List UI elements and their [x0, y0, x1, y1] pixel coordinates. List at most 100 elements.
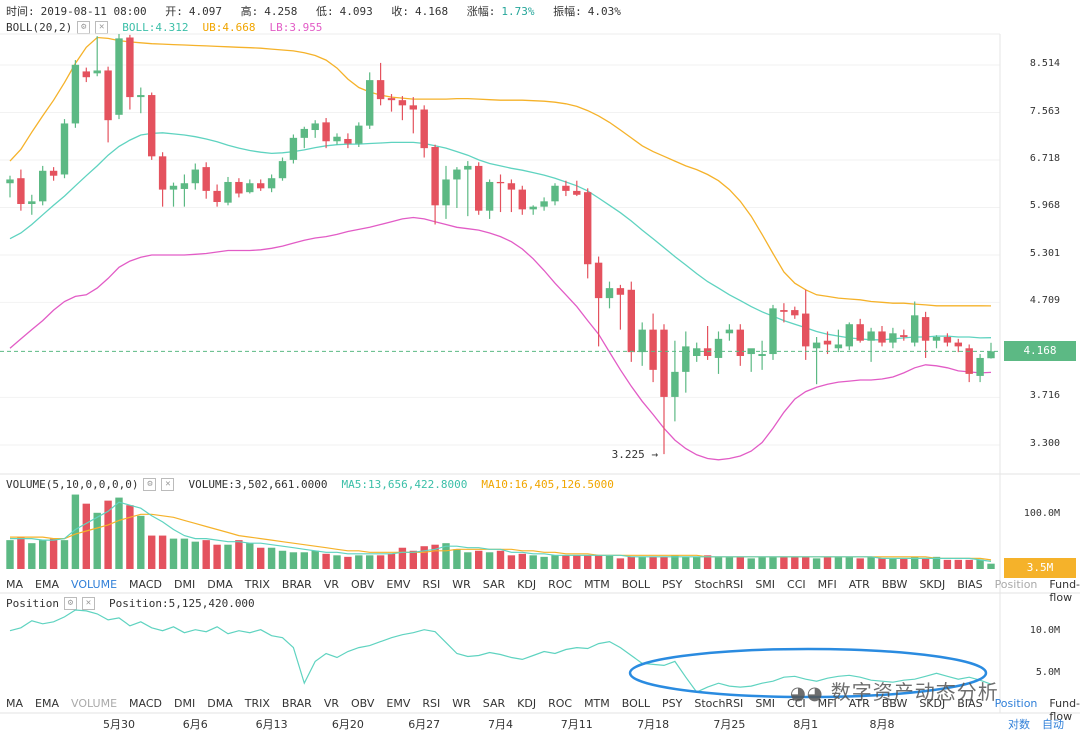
tab-wr[interactable]: WR	[452, 697, 471, 710]
tab-atr[interactable]: ATR	[848, 697, 870, 710]
tab-vr[interactable]: VR	[323, 697, 339, 710]
tab-stochrsi[interactable]: StochRSI	[694, 697, 744, 710]
volume-bar	[333, 555, 341, 569]
candle	[638, 322, 646, 366]
candle-body	[987, 351, 995, 359]
candle-body	[867, 331, 875, 341]
tab-position[interactable]: Position	[994, 578, 1038, 591]
tab-volume[interactable]: VOLUME	[70, 697, 118, 710]
tab-bbw[interactable]: BBW	[881, 578, 908, 591]
tab-brar[interactable]: BRAR	[281, 578, 312, 591]
candle	[71, 60, 80, 128]
volume-bar	[475, 550, 483, 569]
candle-body	[485, 181, 494, 211]
candle	[93, 36, 101, 77]
tab-smi[interactable]: SMI	[755, 578, 776, 591]
candle	[780, 303, 788, 323]
tab-volume[interactable]: VOLUME	[70, 578, 118, 591]
tab-rsi[interactable]: RSI	[422, 697, 441, 710]
candle-body	[191, 169, 199, 184]
tab-emv[interactable]: EMV	[386, 697, 411, 710]
tab-sar[interactable]: SAR	[482, 578, 506, 591]
tab-dmi[interactable]: DMI	[174, 578, 196, 591]
tab-macd[interactable]: MACD	[129, 578, 163, 591]
tab-macd[interactable]: MACD	[129, 697, 163, 710]
tab-smi[interactable]: SMI	[755, 697, 776, 710]
tab-bias[interactable]: BIAS	[957, 697, 983, 710]
tab-ema[interactable]: EMA	[35, 578, 59, 591]
tab-position[interactable]: Position	[994, 697, 1038, 710]
tab-kdj[interactable]: KDJ	[517, 578, 537, 591]
tab-trix[interactable]: TRIX	[244, 578, 270, 591]
tab-skdj[interactable]: SKDJ	[919, 697, 946, 710]
close-icon[interactable]: ✕	[161, 478, 175, 491]
candle	[355, 122, 363, 147]
candle-body	[584, 192, 592, 265]
tab-dmi[interactable]: DMI	[174, 697, 196, 710]
tab-bbw[interactable]: BBW	[881, 697, 908, 710]
tab-dma[interactable]: DMA	[207, 578, 233, 591]
boll-name: BOLL(20,2)	[6, 21, 73, 34]
volume-bar	[736, 556, 744, 569]
candle-body	[573, 190, 581, 195]
tab-cci[interactable]: CCI	[787, 578, 806, 591]
tab-dma[interactable]: DMA	[207, 697, 233, 710]
tab-psy[interactable]: PSY	[662, 578, 683, 591]
price-tick-label: 3.300	[1029, 437, 1060, 449]
candle-body	[954, 342, 962, 347]
auto-scale-button[interactable]: 自动	[1042, 718, 1064, 731]
tab-boll[interactable]: BOLL	[621, 697, 651, 710]
volume-bar	[976, 559, 984, 569]
tab-ema[interactable]: EMA	[35, 697, 59, 710]
tab-atr[interactable]: ATR	[848, 578, 870, 591]
tab-skdj[interactable]: SKDJ	[919, 578, 946, 591]
tab-stochrsi[interactable]: StochRSI	[694, 578, 744, 591]
tab-obv[interactable]: OBV	[351, 697, 375, 710]
volume-bar	[180, 538, 189, 569]
candle-body	[300, 128, 308, 138]
settings-icon[interactable]: ⚙	[63, 597, 77, 610]
tab-mtm[interactable]: MTM	[584, 697, 610, 710]
tab-ma[interactable]: MA	[6, 578, 24, 591]
volume-ma5-line	[10, 501, 992, 562]
volume-bar	[682, 556, 690, 569]
tab-roc[interactable]: ROC	[548, 578, 573, 591]
candle	[485, 179, 494, 219]
close-icon[interactable]: ✕	[81, 597, 95, 610]
tab-vr[interactable]: VR	[323, 578, 339, 591]
settings-icon[interactable]: ⚙	[143, 478, 157, 491]
tab-emv[interactable]: EMV	[386, 578, 411, 591]
x-date-label: 6月20	[331, 718, 364, 731]
tab-trix[interactable]: TRIX	[244, 697, 270, 710]
tab-boll[interactable]: BOLL	[621, 578, 651, 591]
tab-kdj[interactable]: KDJ	[517, 697, 537, 710]
volume-bar	[453, 549, 461, 569]
tab-fund-flow[interactable]: Fund-flow	[1049, 697, 1080, 723]
volume-bar	[82, 503, 90, 569]
position-name: Position	[6, 597, 59, 610]
tab-fund-flow[interactable]: Fund-flow	[1049, 578, 1080, 604]
tab-brar[interactable]: BRAR	[281, 697, 312, 710]
tab-sar[interactable]: SAR	[482, 697, 506, 710]
tab-bias[interactable]: BIAS	[957, 578, 983, 591]
tab-rsi[interactable]: RSI	[422, 578, 441, 591]
tab-mfi[interactable]: MFI	[817, 578, 837, 591]
position-legend: Position ⚙ ✕ Position:5,125,420.000	[6, 597, 255, 610]
volume-bar	[812, 558, 821, 569]
candle-body	[518, 189, 526, 210]
tab-psy[interactable]: PSY	[662, 697, 683, 710]
tab-mtm[interactable]: MTM	[584, 578, 610, 591]
log-scale-button[interactable]: 对数	[1008, 718, 1030, 731]
tab-obv[interactable]: OBV	[351, 578, 375, 591]
volume-bar	[573, 555, 581, 569]
tab-mfi[interactable]: MFI	[817, 697, 837, 710]
tab-roc[interactable]: ROC	[548, 697, 573, 710]
tab-wr[interactable]: WR	[452, 578, 471, 591]
candle	[49, 167, 58, 181]
tab-ma[interactable]: MA	[6, 697, 24, 710]
candle	[213, 184, 221, 207]
candle	[126, 34, 134, 110]
candle-body	[496, 181, 505, 184]
tab-cci[interactable]: CCI	[787, 697, 806, 710]
